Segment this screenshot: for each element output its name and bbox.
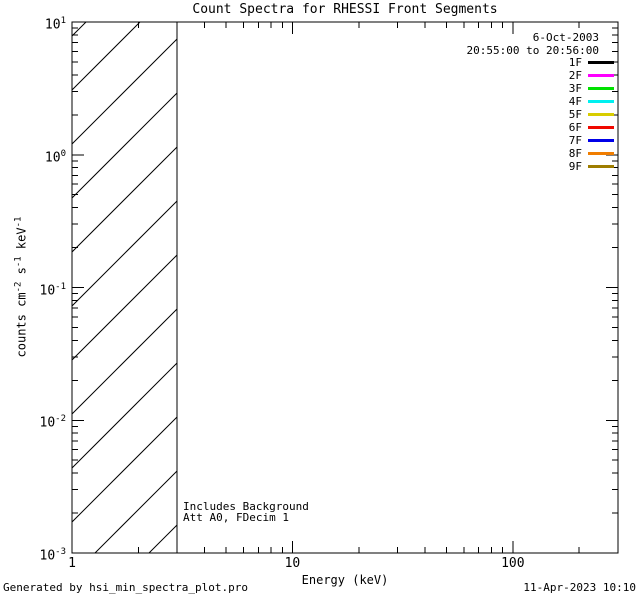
- plot-frame: [71, 21, 619, 554]
- hatch-pattern: [72, 22, 178, 553]
- hatch-line: [72, 362, 178, 469]
- legend: 1F 2F 3F 4F 5F 6F 7F 8F: [569, 56, 614, 173]
- observation-date: 6-Oct-2003: [532, 31, 599, 44]
- hatch-line: [72, 146, 178, 253]
- y-tick-label: 10-1: [39, 281, 67, 298]
- y-tick-label: 101: [44, 16, 66, 33]
- legend-entry: 7F: [569, 134, 614, 147]
- hatch-line: [148, 524, 178, 553]
- y-tick-label: 10-3: [39, 547, 67, 564]
- legend-color-line: [588, 126, 614, 129]
- hatch-line: [94, 470, 178, 553]
- y-axis-label: counts cm-2 s-1 keV-1: [13, 216, 29, 358]
- y-tick-label: 100: [44, 148, 66, 166]
- legend-label: 7F: [568, 134, 582, 147]
- legend-color-line: [588, 152, 614, 155]
- legend-entry: 4F: [569, 95, 614, 108]
- x-tick-label: 1: [68, 556, 76, 571]
- legend-label: 3F: [568, 82, 582, 95]
- legend-entry: 5F: [569, 108, 614, 121]
- legend-label: 1F: [568, 56, 582, 69]
- hatch-line: [72, 22, 141, 91]
- legend-color-line: [588, 61, 614, 64]
- footer-generator: Generated by hsi_min_spectra_plot.pro: [3, 581, 249, 594]
- legend-color-line: [588, 165, 614, 168]
- legend-entry: 2F: [569, 69, 614, 82]
- legend-color-line: [588, 139, 614, 142]
- legend-color-line: [588, 87, 614, 90]
- x-tick-label: 10: [284, 556, 301, 571]
- legend-label: 6F: [568, 121, 582, 134]
- hatch-line: [72, 200, 178, 307]
- legend-entry: 8F: [569, 147, 614, 160]
- legend-label: 2F: [568, 69, 582, 82]
- legend-entry: 1F: [569, 56, 614, 69]
- x-axis-label: Energy (keV): [301, 573, 389, 587]
- hatch-line: [72, 92, 178, 199]
- legend-entry: 3F: [569, 82, 614, 95]
- hatch-line: [72, 308, 178, 415]
- footer-timestamp: 11-Apr-2023 10:10: [523, 581, 636, 594]
- y-tick-label: 10-2: [39, 414, 67, 431]
- legend-color-line: [588, 74, 614, 77]
- annotation-includes-background: Includes Background: [183, 500, 309, 513]
- hatch-line: [72, 416, 178, 523]
- legend-entry: 6F: [569, 121, 614, 134]
- observation-time-range: 20:55:00 to 20:56:00: [466, 44, 599, 57]
- legend-label: 5F: [568, 108, 582, 121]
- legend-color-line: [588, 100, 614, 103]
- chart-title: Count Spectra for RHESSI Front Segments: [192, 2, 498, 17]
- legend-label: 8F: [568, 147, 582, 160]
- legend-label: 4F: [568, 95, 582, 108]
- legend-label: 9F: [568, 160, 582, 173]
- legend-entry: 9F: [569, 160, 614, 173]
- hatch-line: [72, 254, 178, 361]
- legend-color-line: [588, 113, 614, 116]
- hatch-line: [72, 22, 87, 37]
- x-tick-label: 100: [501, 556, 525, 571]
- hatch-line: [72, 38, 178, 145]
- annotation-attenuator-state: Att A0, FDecim 1: [183, 511, 289, 524]
